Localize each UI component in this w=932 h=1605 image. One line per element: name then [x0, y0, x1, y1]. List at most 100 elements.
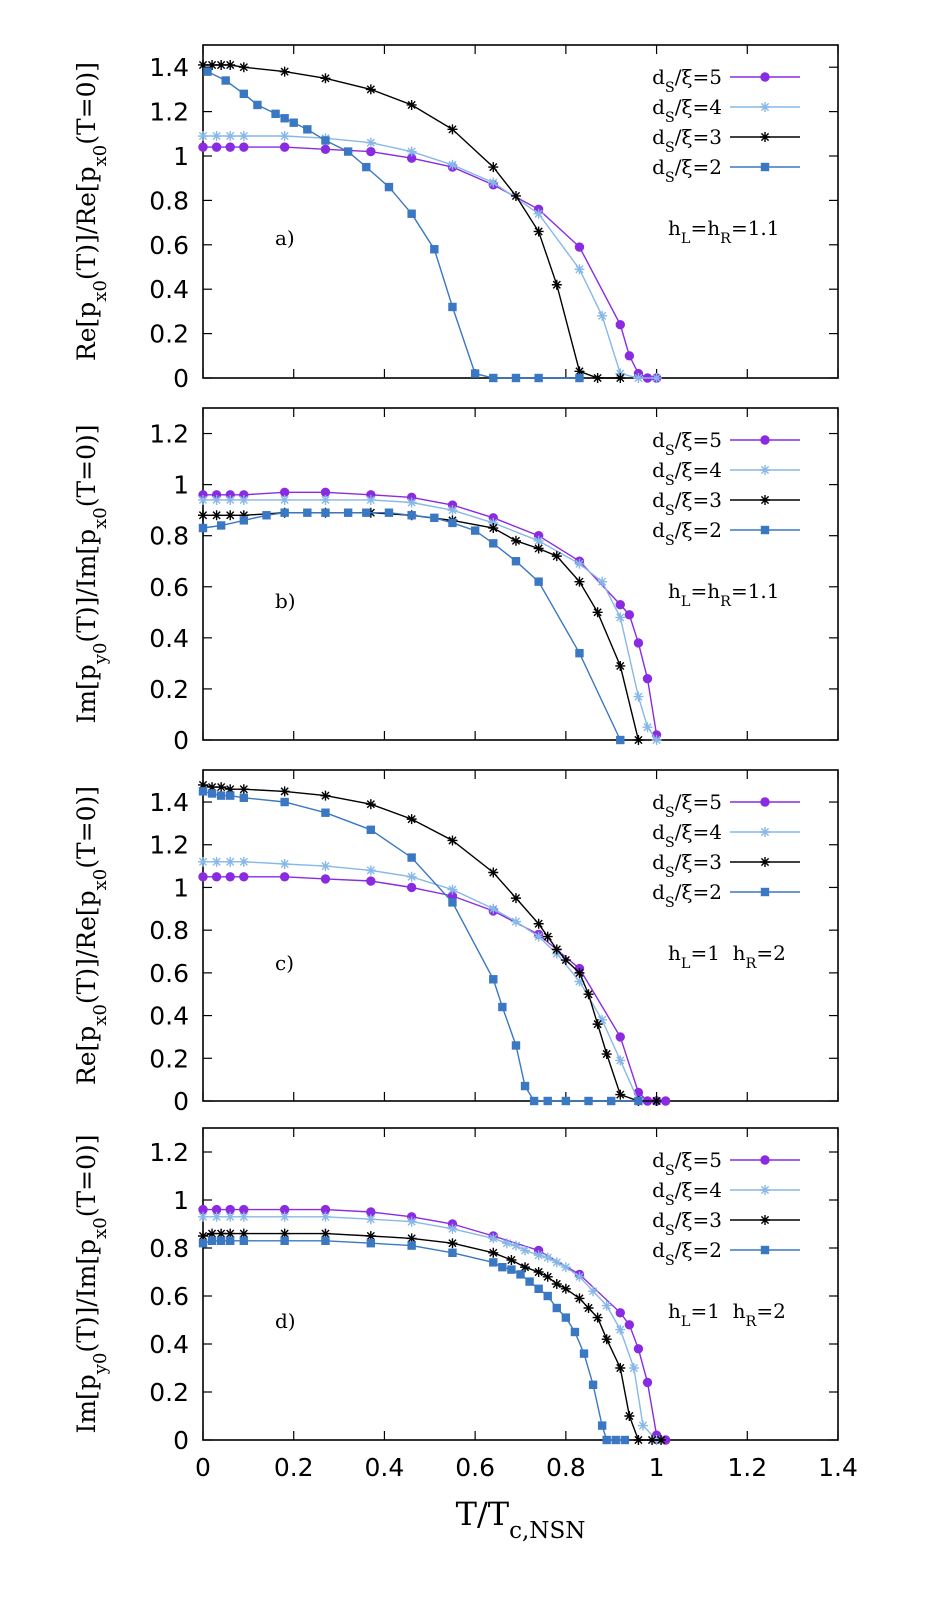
series-line	[202, 1240, 625, 1441]
series-line	[203, 491, 658, 736]
series-2	[198, 1211, 662, 1445]
data-point	[542, 1252, 553, 1263]
data-point	[216, 521, 226, 530]
panel-label: b)	[275, 589, 296, 613]
data-point	[198, 787, 208, 796]
y-tick-label: 1.4	[149, 788, 189, 817]
data-point	[642, 722, 653, 733]
data-point	[488, 162, 499, 173]
data-point	[271, 109, 280, 119]
data-point	[447, 505, 458, 516]
data-point	[637, 1420, 648, 1431]
series-4	[198, 787, 643, 1106]
data-point	[321, 136, 330, 145]
y-tick-label: 0	[173, 364, 189, 393]
series-4	[198, 508, 625, 745]
series-line	[202, 784, 657, 1102]
data-point	[570, 1327, 580, 1337]
data-point	[506, 1255, 517, 1265]
legend: dS/ξ=5dS/ξ=4dS/ξ=3dS/ξ=2	[652, 428, 800, 549]
data-point	[470, 526, 480, 535]
data-point	[384, 508, 394, 517]
legend-label: dS/ξ=2	[652, 880, 722, 911]
data-point	[447, 159, 458, 170]
data-point	[238, 784, 249, 795]
chart-panel-a: 0 0.2 0.4 0.6 0.8 1 1.2 1.4 Re[px0(T)]/Re[px0(T=…	[72, 44, 839, 393]
data-point	[583, 1303, 594, 1313]
legend-label: dS/ξ=5	[652, 790, 722, 821]
data-point	[365, 799, 376, 810]
series-line	[203, 499, 658, 741]
data-point	[529, 1096, 539, 1106]
series-3	[198, 1228, 667, 1445]
data-point	[211, 142, 222, 152]
legend-label: dS/ξ=4	[652, 820, 722, 851]
series-2	[198, 131, 662, 383]
y-tick-label: 1	[173, 1186, 189, 1215]
data-point	[279, 66, 290, 77]
data-point	[624, 1411, 635, 1421]
legend-marker	[760, 435, 770, 445]
legend: dS/ξ=5dS/ξ=4dS/ξ=3dS/ξ=2	[652, 790, 800, 911]
data-point	[534, 1284, 543, 1293]
data-point	[488, 517, 499, 528]
data-point	[615, 612, 626, 623]
data-point	[447, 884, 458, 895]
data-point	[211, 131, 222, 142]
data-point	[198, 872, 208, 882]
data-point	[597, 576, 608, 587]
data-point	[602, 1435, 611, 1445]
data-point	[574, 576, 585, 587]
data-point	[615, 1089, 626, 1100]
data-point	[620, 1435, 630, 1445]
data-point	[430, 513, 439, 523]
data-point	[592, 607, 603, 618]
data-point	[510, 190, 521, 201]
data-point	[198, 494, 208, 505]
data-point	[384, 182, 394, 192]
data-point	[520, 1262, 531, 1273]
y-tick-label: 0.8	[149, 916, 189, 945]
data-point	[489, 539, 498, 548]
data-point	[533, 226, 544, 237]
y-tick-label: 0.4	[149, 275, 189, 304]
y-tick-label: 0.6	[149, 1282, 189, 1311]
data-point	[362, 508, 371, 517]
chart-panel-b: 0 0.2 0.4 0.6 0.8 1 1.2 Im[py0(T)]/Im[px0(T=0)]…	[72, 407, 839, 755]
legend-label: dS/ξ=2	[652, 155, 722, 186]
y-tick-label: 0.2	[149, 1378, 189, 1407]
data-point	[511, 1041, 521, 1050]
data-point	[320, 1228, 331, 1239]
data-point	[198, 131, 208, 142]
y-axis-label: Re[px0(T)]/Re[px0(T=0)]	[72, 786, 111, 1085]
y-tick-label: 1	[173, 471, 189, 500]
legend-label: dS/ξ=5	[652, 65, 722, 96]
series-line	[203, 512, 640, 741]
data-point	[597, 310, 608, 321]
data-point	[216, 59, 227, 70]
data-point	[588, 1286, 599, 1297]
y-tick-label: 0	[173, 1426, 189, 1455]
data-point	[239, 793, 249, 802]
data-point	[651, 373, 662, 383]
data-point	[601, 1334, 612, 1345]
data-point	[597, 1014, 608, 1025]
series-line	[203, 861, 657, 1102]
data-point	[534, 577, 543, 586]
legend-marker	[760, 1185, 770, 1195]
data-point	[207, 1228, 218, 1239]
data-point	[511, 373, 521, 383]
data-point	[575, 648, 584, 658]
data-point	[365, 137, 376, 148]
data-point	[321, 508, 330, 517]
data-point	[533, 208, 544, 219]
data-point	[262, 511, 271, 520]
data-point	[343, 508, 353, 517]
data-point	[561, 1096, 571, 1106]
data-point	[216, 1228, 227, 1239]
y-tick-label: 0.6	[149, 959, 189, 988]
x-tick-label: 1	[649, 1453, 665, 1482]
data-point	[225, 510, 236, 521]
data-point	[533, 1250, 544, 1261]
series-line	[203, 1216, 658, 1441]
